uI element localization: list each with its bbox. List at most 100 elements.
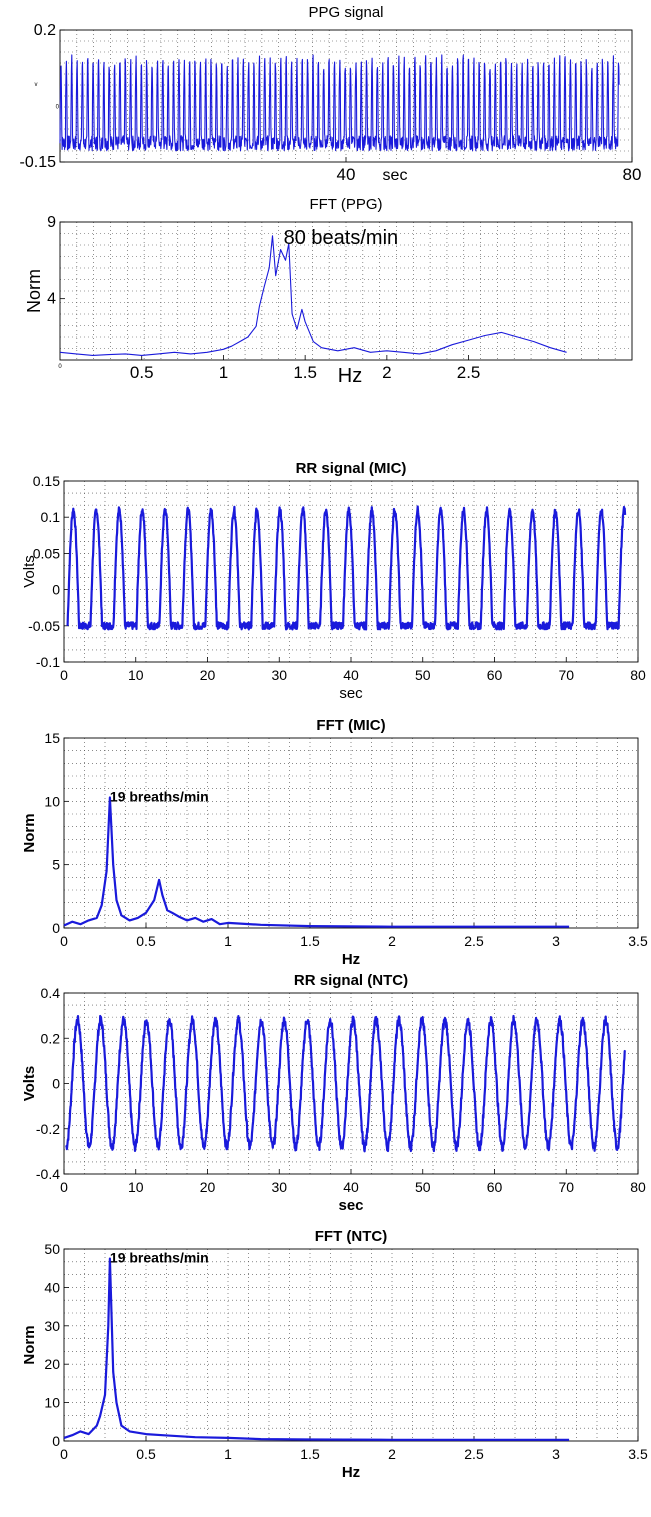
x-tick-label: 3	[552, 933, 560, 949]
y-tick-label: -0.05	[28, 618, 60, 634]
chart-title: FFT (NTC)	[315, 1228, 387, 1245]
y-axis-label: Norm	[21, 1325, 38, 1364]
x-tick-label: 2	[388, 933, 396, 949]
grid-lines	[64, 738, 638, 928]
x-axis-label: sec	[338, 1197, 363, 1214]
x-tick-label: 0.5	[136, 933, 156, 949]
x-tick-label: 1	[224, 1446, 232, 1462]
series-line	[59, 54, 620, 152]
x-tick-label-zero: 0	[58, 364, 62, 370]
series-line	[66, 505, 627, 631]
y-tick-label: 0	[52, 1433, 60, 1449]
x-tick-label: 40	[343, 1179, 359, 1195]
series-line	[65, 1014, 627, 1153]
axes-frame	[63, 992, 639, 1175]
peak-annotation: 19 breaths/min	[110, 1250, 209, 1266]
x-tick-label: 50	[415, 667, 431, 683]
y-axis-label: Norm	[21, 813, 38, 852]
y-tick-label: 50	[44, 1241, 60, 1257]
chart-rr_ntc: 0 10 20 30 40 50 60 70 80 -0.4 -0.2 0 0.2 0.4 RR signa…	[21, 972, 646, 1214]
y-tick-label-zero: 0	[56, 104, 60, 110]
x-tick-label: 1.5	[300, 933, 320, 949]
y-axis-label: Volts	[21, 555, 38, 588]
y-tick-label: 20	[44, 1356, 60, 1372]
x-tick-label: 2.5	[464, 1446, 484, 1462]
grid-lines	[64, 1249, 638, 1441]
peak-annotation: 19 breaths/min	[110, 789, 209, 805]
y-tick-label: 10	[44, 1395, 60, 1411]
chart-title: FFT (PPG)	[309, 196, 382, 213]
x-tick-label: 0.5	[130, 363, 154, 382]
x-tick-label: 70	[558, 667, 574, 683]
y-tick-label: -0.1	[36, 654, 60, 670]
y-tick-label: 40	[44, 1279, 60, 1295]
x-tick-label: 0	[60, 667, 68, 683]
x-tick-label: 80	[623, 165, 642, 184]
x-axis-label: sec	[339, 685, 363, 702]
x-axis-label: Hz	[342, 951, 360, 968]
chart-title: PPG signal	[308, 4, 383, 21]
chart-fft_ppg: 0.5 1 1.5 2 2.5 0 4 9 FFT (PPG) Hz Norm 80 beats/mi…	[24, 196, 633, 387]
x-tick-label: 60	[487, 1179, 503, 1195]
chart-title: RR signal (MIC)	[296, 460, 407, 477]
x-tick-label: 30	[271, 667, 287, 683]
grid-lines	[64, 993, 638, 1174]
grid-lines	[60, 222, 632, 360]
y-tick-label: -0.2	[36, 1121, 60, 1137]
peak-annotation: 80 beats/min	[284, 227, 399, 249]
y-tick-label: 0.2	[34, 22, 56, 39]
x-tick-label: 0	[60, 933, 68, 949]
y-tick-label: 30	[44, 1318, 60, 1334]
y-tick-label: 0.1	[41, 509, 61, 525]
x-tick-label: 10	[128, 1179, 144, 1195]
x-tick-label: 0.5	[136, 1446, 156, 1462]
x-tick-label: 1.5	[293, 363, 317, 382]
series-line	[63, 796, 570, 928]
x-tick-label: 50	[415, 1179, 431, 1195]
y-axis-label: Norm	[24, 269, 44, 313]
x-tick-label: 0	[60, 1179, 68, 1195]
x-axis-label: Hz	[338, 365, 362, 387]
x-tick-label: 10	[128, 667, 144, 683]
x-tick-label: 20	[200, 1179, 216, 1195]
y-tick-label: 0	[52, 920, 60, 936]
chart-ppg: 40 80 -0.15 0.2 0 v PPG signal sec	[20, 4, 642, 184]
y-tick-label: 0.05	[33, 545, 60, 561]
y-tick-label: 4	[47, 291, 56, 308]
y-tick-label: 0	[52, 582, 60, 598]
x-tick-label: 2.5	[464, 933, 484, 949]
y-tick-label: 15	[44, 730, 60, 746]
series-line	[59, 235, 567, 356]
x-tick-label: 30	[271, 1179, 287, 1195]
x-tick-label: 2	[382, 363, 391, 382]
axes-frame	[63, 1248, 639, 1442]
y-tick-label: -0.4	[36, 1166, 60, 1182]
x-tick-label: 3.5	[628, 1446, 648, 1462]
y-tick-label: 0.2	[41, 1030, 61, 1046]
x-tick-label: 20	[200, 667, 216, 683]
axes-frame	[59, 221, 633, 361]
x-tick-label: 3	[552, 1446, 560, 1462]
x-axis-label: Hz	[342, 1464, 360, 1481]
chart-title: FFT (MIC)	[316, 717, 385, 734]
x-tick-label: 1	[219, 363, 228, 382]
x-tick-label: 80	[630, 1179, 646, 1195]
chart-title: RR signal (NTC)	[294, 972, 408, 989]
axes-frame	[63, 737, 639, 929]
chart-fft_ntc: 0 0.5 1 1.5 2 2.5 3 3.5 0 10 20 30 40 50 FFT (NTC) Hz No…	[21, 1228, 648, 1481]
x-tick-label: 60	[487, 667, 503, 683]
x-tick-label: 40	[343, 667, 359, 683]
x-tick-label: 1	[224, 933, 232, 949]
x-tick-label: 40	[337, 165, 356, 184]
x-tick-label: 3.5	[628, 933, 648, 949]
y-axis-label: Volts	[21, 1066, 38, 1102]
y-tick-label: 9	[47, 214, 56, 231]
x-tick-label: 2.5	[457, 363, 481, 382]
x-tick-label: 80	[630, 667, 646, 683]
y-tick-label: 0	[52, 1076, 60, 1092]
chart-rr_mic: 0 10 20 30 40 50 60 70 80 -0.1 -0.05 0 0.05 0.1 0.15 RR…	[21, 460, 646, 702]
y-tick-label: 5	[52, 857, 60, 873]
x-axis-label: sec	[383, 167, 408, 184]
y-unit-mark: v	[35, 82, 38, 88]
